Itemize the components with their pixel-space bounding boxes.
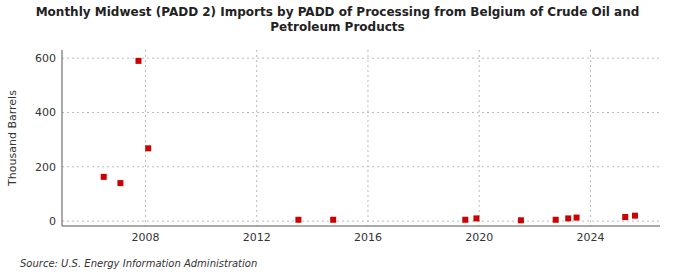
- title-line: Monthly Midwest (PADD 2) Imports by PADD…: [36, 5, 640, 19]
- y-grid-line: [62, 112, 660, 113]
- x-tick-label: 2008: [131, 231, 159, 244]
- point: [462, 217, 468, 223]
- point: [135, 58, 141, 64]
- y-tick-label: 600: [35, 52, 56, 65]
- x-grid-line: [367, 50, 368, 226]
- source-annotation: Source: U.S. Energy Information Administ…: [20, 258, 257, 269]
- title-line: Petroleum Products: [270, 20, 404, 34]
- point: [574, 215, 580, 221]
- x-tick-label: 2012: [243, 231, 271, 244]
- point: [622, 214, 628, 220]
- y-axis-label: Thousand Barrels: [6, 90, 19, 187]
- x-axis-line: [62, 226, 660, 227]
- points: [101, 58, 638, 223]
- y-grid-line: [62, 166, 660, 167]
- x-tick-label: 2016: [354, 231, 382, 244]
- y-tick-label: 0: [49, 215, 56, 228]
- x-grid-line: [145, 50, 146, 226]
- point: [330, 217, 336, 223]
- x-grid-line: [256, 50, 257, 226]
- point: [101, 174, 107, 180]
- point: [518, 217, 524, 223]
- point: [145, 145, 151, 151]
- grid: [62, 50, 660, 226]
- point: [295, 217, 301, 223]
- y-tick-label: 200: [35, 161, 56, 174]
- point: [117, 180, 123, 186]
- y-grid-line: [62, 58, 660, 59]
- point: [632, 213, 638, 219]
- y-tick-label: 400: [35, 106, 56, 119]
- chart: Monthly Midwest (PADD 2) Imports by PADD…: [0, 0, 675, 275]
- point: [565, 215, 571, 221]
- x-grid-line: [590, 50, 591, 226]
- title: Monthly Midwest (PADD 2) Imports by PADD…: [36, 5, 640, 34]
- point: [553, 217, 559, 223]
- y-axis-line: [62, 50, 63, 226]
- point: [473, 215, 479, 221]
- x-grid-line: [479, 50, 480, 226]
- x-tick-label: 2024: [576, 231, 604, 244]
- x-tick-label: 2020: [465, 231, 493, 244]
